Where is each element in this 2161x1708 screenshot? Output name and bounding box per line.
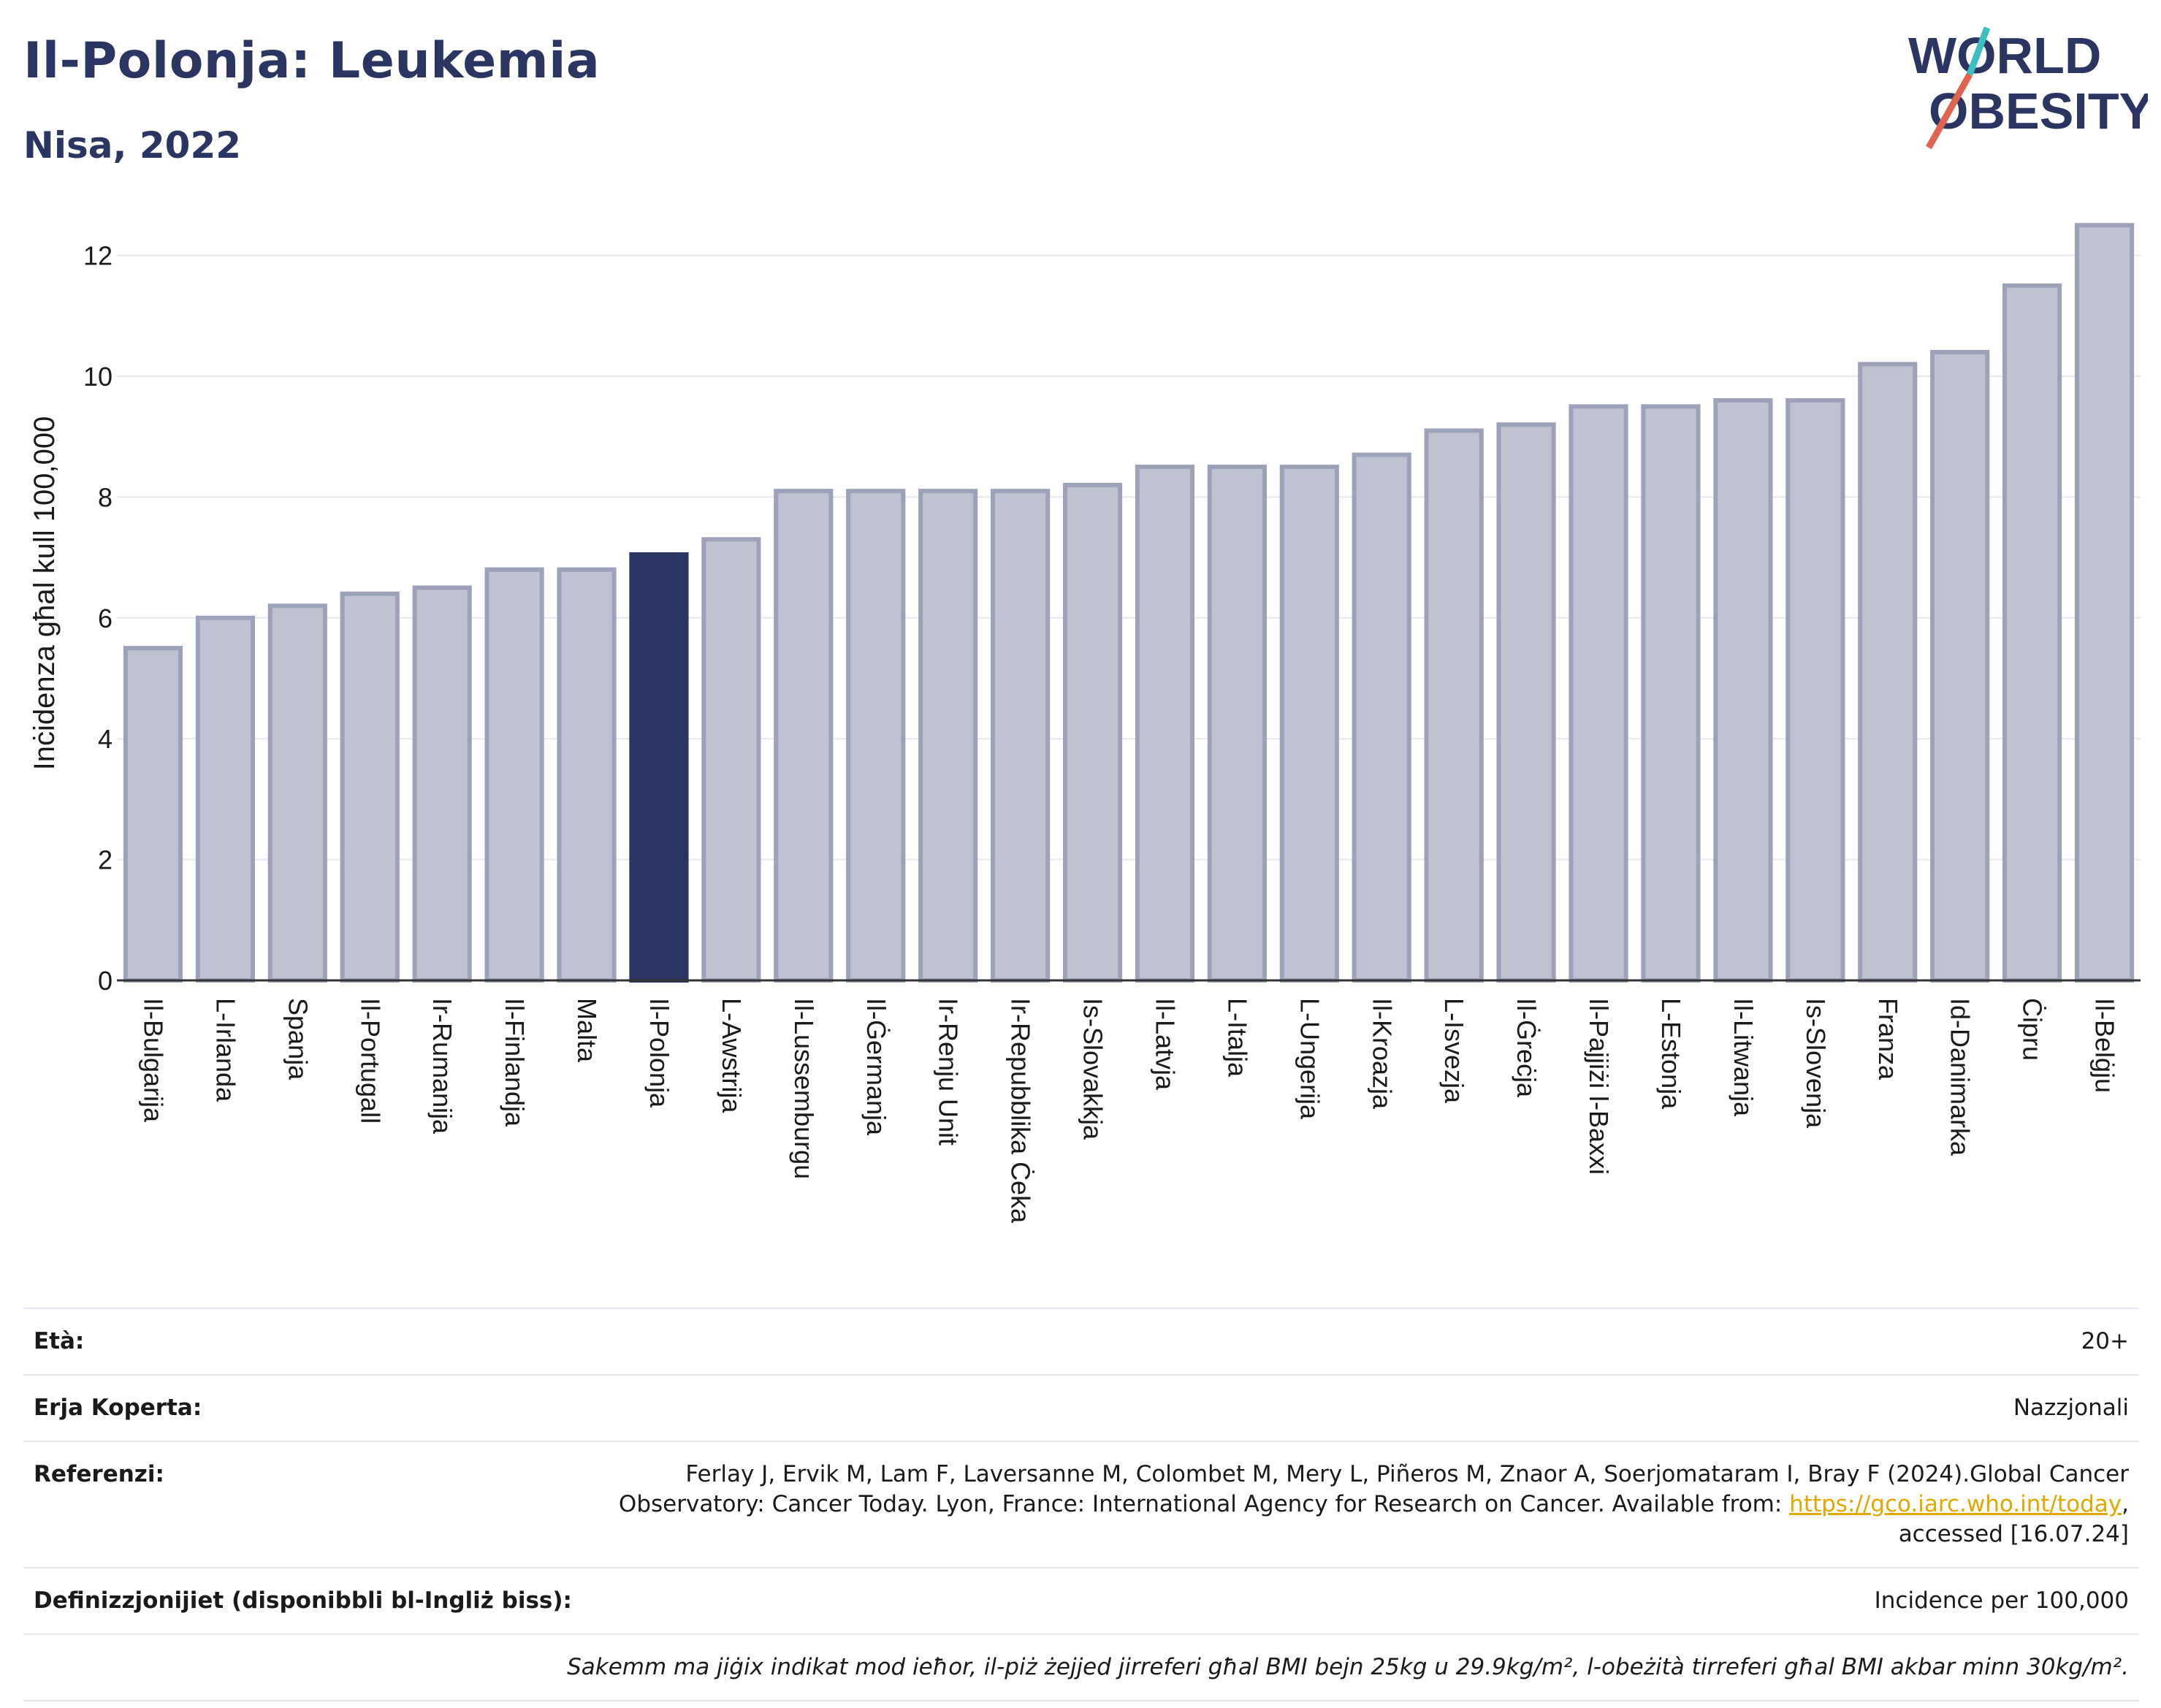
axes: 0 2 4 6 8 10 12 Il-Bulgarija L-Irlanda Spanja Il-P… (83, 241, 2141, 1224)
x-tick-label: Franza (1873, 998, 1903, 1080)
bar-malta (557, 567, 617, 983)
x-tick-label: Ir-Rumanija (427, 998, 457, 1135)
references-label: Referenzi: (34, 1461, 164, 1487)
bar-il-polonja (629, 552, 689, 983)
info-row-area: Erja Koperta: Nazzjonali (23, 1376, 2139, 1442)
x-tick-label: Il-Litwanja (1729, 998, 1758, 1117)
bar-spanja (267, 603, 327, 983)
bar-ir-repubblika-eka (991, 489, 1051, 983)
bar--ipru (2002, 283, 2062, 983)
x-tick-label: L-Isvezja (1439, 998, 1469, 1104)
definitions-value: Incidence per 100,000 (1874, 1587, 2129, 1614)
bar-ir-renju-unit (918, 489, 978, 983)
x-tick-label: Il-Ġreċja (1512, 998, 1541, 1098)
bar-il-re-ja (1496, 422, 1556, 983)
bar-il-kroazja (1352, 452, 1411, 983)
chart-subtitle: Nisa, 2022 (23, 124, 242, 167)
x-tick-label: Id-Danimarka (1945, 998, 1975, 1156)
chart-title: Il-Polonja: Leukemia (23, 32, 601, 90)
info-row-age: Età: 20+ (23, 1309, 2139, 1376)
x-tick-label: Il-Ġermanja (861, 998, 891, 1136)
bar-l-awstrija (701, 537, 761, 983)
y-tick-label: 10 (83, 362, 113, 392)
x-tick-label: Ir-Repubblika Ċeka (1006, 998, 1036, 1224)
info-row-definitions: Definizzjonijiet (disponibbli bl-Ingliż … (23, 1568, 2139, 1635)
bar-l-isvezja (1424, 428, 1484, 983)
bar-il-latvja (1135, 465, 1195, 983)
bar-il-lussemburgu (774, 489, 834, 983)
logo-slash-teal (1966, 26, 1991, 76)
area-label: Erja Koperta: (34, 1395, 202, 1421)
x-tick-label: Il-Finlandja (500, 998, 530, 1127)
x-tick-label: Is-Slovakkja (1078, 998, 1108, 1140)
bar-il-pajji-i-l-baxxi (1569, 404, 1628, 983)
x-tick-label: Il-Lussemburgu (789, 998, 819, 1179)
bar-il-bel-ju (2074, 223, 2135, 983)
x-tick-label: Ir-Renju Unit (934, 998, 964, 1145)
logo-line-2: OBESITY (1929, 83, 2148, 140)
x-tick-label: L-Italja (1222, 998, 1252, 1078)
bar-ir-rumanija (412, 585, 472, 983)
bar-l-irlanda (195, 615, 255, 983)
references-link[interactable]: https://gco.iarc.who.int/today (1789, 1491, 2122, 1517)
info-table: Età: 20+ Erja Koperta: Nazzjonali Refere… (23, 1308, 2139, 1701)
x-tick-label: Malta (572, 998, 602, 1063)
x-tick-label: L-Irlanda (210, 998, 240, 1102)
x-tick-label: L-Estonja (1656, 998, 1686, 1110)
age-value: 20+ (2081, 1328, 2129, 1354)
y-axis-label: Inċidenza għal kull 100,000 (28, 416, 61, 771)
bar-l-italja (1207, 465, 1267, 983)
references-value: Ferlay J, Ervik M, Lam F, Laversanne M, … (609, 1460, 2129, 1549)
info-row-references: Referenzi: Ferlay J, Ervik M, Lam F, Lav… (23, 1442, 2139, 1568)
x-tick-label: Il-Latvja (1150, 998, 1180, 1091)
info-row-note: Sakemm ma jiġix indikat mod ieħor, il-pi… (23, 1635, 2139, 1701)
bar-franza (1858, 362, 1918, 983)
logo-line-1: WORLD (1908, 27, 2101, 84)
x-tick-label: Ċipru (2018, 998, 2048, 1061)
age-label: Età: (34, 1328, 85, 1354)
x-tick-label: Il-Polonja (644, 998, 674, 1108)
world-obesity-logo: WORLD OBESITY (1908, 26, 2148, 150)
x-tick-label: Spanja (283, 998, 313, 1080)
x-tick-label: Il-Kroazja (1367, 998, 1397, 1110)
y-tick-label: 0 (98, 966, 113, 996)
x-tick-label: Il-Pajjiżi l-Baxxi (1584, 998, 1614, 1175)
area-value: Nazzjonali (2013, 1395, 2129, 1421)
y-tick-label: 6 (98, 603, 113, 633)
x-tick-label: Il-Portugall (355, 998, 385, 1124)
bar-il-ermanja (846, 489, 906, 983)
references-accessed: , accessed [16.07.24] (1898, 1491, 2129, 1547)
y-tick-label: 12 (83, 241, 113, 271)
x-tick-label: Il-Bulgarija (138, 998, 168, 1123)
definitions-label: Definizzjonijiet (disponibbli bl-Ingliż … (34, 1587, 572, 1614)
bars (123, 223, 2135, 983)
bar-chart: 0 2 4 6 8 10 12 Il-Bulgarija L-Irlanda Spanja Il-P… (28, 223, 2141, 1224)
y-tick-label: 8 (98, 482, 113, 512)
bar-il-bulgarija (123, 646, 183, 983)
references-text: Ferlay J, Ervik M, Lam F, Laversanne M, … (618, 1461, 2129, 1517)
bar-il-litwanja (1713, 398, 1773, 983)
x-tick-label: L-Ungerija (1295, 998, 1325, 1120)
logo-slash-red (1926, 72, 1973, 150)
bar-id-danimarka (1930, 349, 1990, 983)
bar-il-portugall (340, 591, 400, 983)
x-tick-label: Is-Slovenja (1801, 998, 1831, 1129)
bar-l-ungerija (1279, 465, 1339, 983)
bmi-note: Sakemm ma jiġix indikat mod ieħor, il-pi… (567, 1654, 2129, 1680)
x-tick-label: L-Awstrija (717, 998, 747, 1113)
bar-is-slovakkja (1062, 482, 1123, 983)
x-tick-label: Il-Belġju (2090, 998, 2120, 1093)
bar-l-estonja (1641, 404, 1701, 983)
y-tick-label: 4 (98, 724, 113, 754)
bar-il-finlandja (484, 567, 544, 983)
y-tick-label: 2 (98, 845, 113, 875)
bar-is-slovenja (1785, 398, 1845, 983)
